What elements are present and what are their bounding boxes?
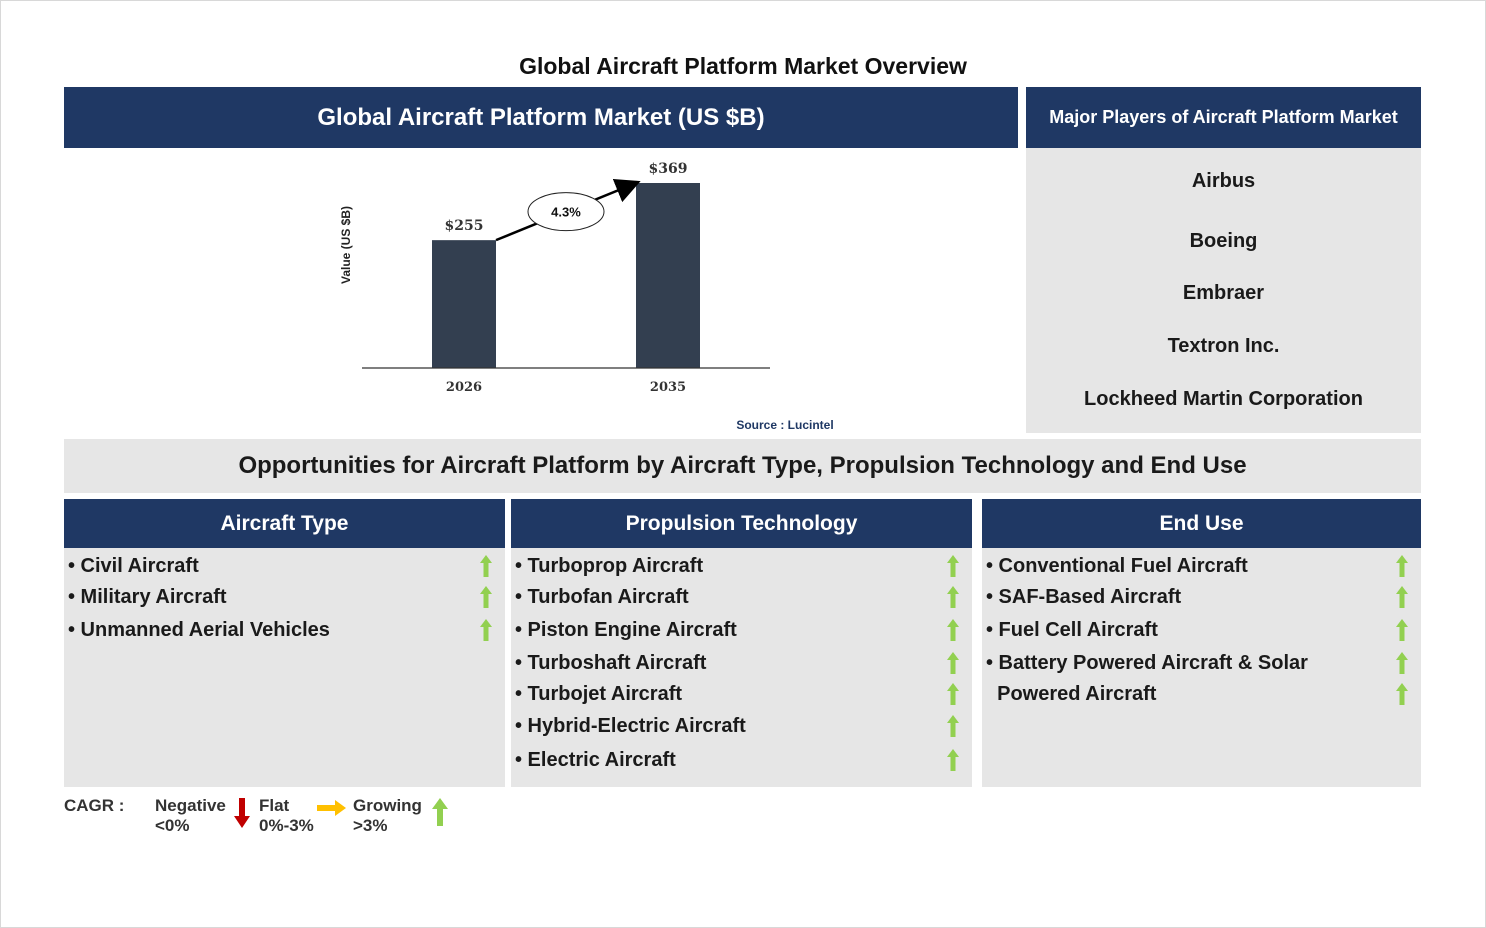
- legend-growing-label: Growing: [353, 796, 422, 815]
- opportunity-item: • Turboprop Aircraft: [515, 555, 704, 577]
- cagr-label: 4.3%: [551, 205, 581, 220]
- opportunity-item: • Battery Powered Aircraft & Solar: [986, 652, 1308, 674]
- legend-flat-range: 0%-3%: [259, 816, 314, 835]
- opportunity-item: • Hybrid-Electric Aircraft: [515, 715, 746, 737]
- arrow-up-green-icon: [947, 555, 959, 577]
- arrow-up-green-icon: [1396, 555, 1408, 577]
- arrow-up-green-icon: [947, 619, 959, 641]
- player-item: Lockheed Martin Corporation: [1084, 388, 1363, 410]
- arrow-up-green-icon: [947, 749, 959, 771]
- player-item: Boeing: [1189, 230, 1258, 252]
- legend-negative-range: <0%: [155, 816, 190, 835]
- arrow-down-red-icon: [234, 798, 250, 828]
- arrow-up-green-icon: [480, 586, 492, 608]
- opportunity-item: • Turbofan Aircraft: [515, 586, 689, 608]
- source-label: Source : Lucintel: [736, 418, 833, 432]
- data-label: $255: [445, 218, 484, 234]
- data-label: $369: [649, 161, 688, 177]
- arrow-up-green-icon: [947, 683, 959, 705]
- bar-2026: [432, 240, 496, 368]
- players-header: Major Players of Aircraft Platform Marke…: [1026, 87, 1421, 148]
- arrow-up-green-icon: [480, 619, 492, 641]
- propulsion-technology-column: Propulsion Technology • Turboprop Aircra…: [511, 499, 972, 787]
- opportunities-header: Opportunities for Aircraft Platform by A…: [64, 439, 1421, 493]
- opportunity-item: • Fuel Cell Aircraft: [986, 619, 1158, 641]
- arrow-right-yellow-icon: [317, 800, 346, 816]
- opportunity-item: • Turboshaft Aircraft: [515, 652, 707, 674]
- x-tick-label: 2026: [446, 380, 482, 395]
- cagr-ellipse: [527, 192, 605, 232]
- column-title: End Use: [982, 499, 1421, 548]
- legend-flat: Flat 0%-3%: [259, 796, 314, 836]
- opportunity-item: Powered Aircraft: [986, 683, 1157, 705]
- player-item: Embraer: [1182, 282, 1265, 304]
- arrow-up-green-icon: [432, 798, 448, 826]
- arrow-up-green-icon: [1396, 652, 1408, 674]
- player-item: Textron Inc.: [1167, 335, 1280, 357]
- opportunity-item: • Conventional Fuel Aircraft: [986, 555, 1248, 577]
- y-axis-label: Value (US $B): [339, 206, 353, 284]
- arrow-up-green-icon: [1396, 683, 1408, 705]
- legend-label: CAGR :: [64, 796, 125, 815]
- column-body: • Turboprop Aircraft • Turbofan Aircraft •…: [511, 548, 972, 787]
- arrow-up-green-icon: [947, 652, 959, 674]
- legend-negative-label: Negative: [155, 796, 226, 815]
- legend-negative: Negative <0%: [155, 796, 226, 836]
- chart-header: Global Aircraft Platform Market (US $B): [64, 87, 1018, 148]
- column-body: • Conventional Fuel Aircraft • SAF-Based …: [982, 548, 1421, 787]
- page-title: Global Aircraft Platform Market Overview: [519, 53, 967, 79]
- opportunity-item: • SAF-Based Aircraft: [986, 586, 1182, 608]
- legend-flat-label: Flat: [259, 796, 290, 815]
- arrow-up-green-icon: [1396, 586, 1408, 608]
- opportunity-item: • Unmanned Aerial Vehicles: [68, 619, 330, 641]
- column-title: Propulsion Technology: [511, 499, 972, 548]
- opportunity-item: • Electric Aircraft: [515, 749, 676, 771]
- legend-growing: Growing >3%: [353, 796, 422, 836]
- aircraft-type-column: Aircraft Type • Civil Aircraft • Military…: [64, 499, 505, 787]
- opportunity-item: • Turbojet Aircraft: [515, 683, 683, 705]
- column-body: • Civil Aircraft • Military Aircraft • Unm…: [64, 548, 505, 787]
- opportunity-item: • Military Aircraft: [68, 586, 227, 608]
- bar-2035: [636, 183, 700, 368]
- arrow-up-green-icon: [947, 715, 959, 737]
- column-title: Aircraft Type: [64, 499, 505, 548]
- opportunity-item: • Piston Engine Aircraft: [515, 619, 737, 641]
- x-tick-label: 2035: [650, 380, 686, 395]
- opportunity-item: • Civil Aircraft: [68, 555, 199, 577]
- players-panel: Airbus Boeing Embraer Textron Inc. Lockh…: [1026, 148, 1421, 433]
- arrow-up-green-icon: [1396, 619, 1408, 641]
- legend-growing-range: >3%: [353, 816, 388, 835]
- player-item: Airbus: [1191, 170, 1256, 192]
- arrow-up-green-icon: [480, 555, 492, 577]
- arrow-up-green-icon: [947, 586, 959, 608]
- end-use-column: End Use • Conventional Fuel Aircraft • SA…: [982, 499, 1421, 787]
